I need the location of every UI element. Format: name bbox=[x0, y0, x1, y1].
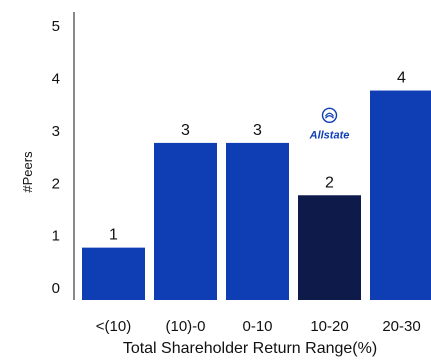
bar bbox=[82, 247, 145, 300]
y-tick-label: 4 bbox=[52, 71, 60, 88]
x-tick-label: 20-30 bbox=[382, 318, 420, 335]
bar-value-label: 1 bbox=[109, 227, 118, 244]
y-tick-label: 5 bbox=[52, 18, 60, 35]
x-tick-label: (10)-0 bbox=[165, 318, 205, 335]
allstate-hands-logo-icon bbox=[321, 107, 338, 123]
y-tick-label: 2 bbox=[52, 175, 60, 192]
y-tick-labels: 0 1 2 3 4 5 bbox=[52, 18, 60, 297]
y-tick-label: 1 bbox=[52, 228, 60, 245]
bars bbox=[82, 90, 431, 300]
x-tick-label: <(10) bbox=[96, 318, 131, 335]
highlight-label: Allstate bbox=[309, 129, 350, 141]
bar-value-label: 3 bbox=[253, 122, 262, 139]
x-tick-label: 0-10 bbox=[242, 318, 272, 335]
y-axis-label: #Peers bbox=[20, 151, 35, 193]
bar-highlighted bbox=[298, 195, 361, 300]
value-labels: 1 3 3 2 4 bbox=[109, 70, 406, 244]
highlight-marker: Allstate bbox=[309, 107, 350, 141]
x-tick-label: 10-20 bbox=[310, 318, 348, 335]
x-tick-labels: <(10) (10)-0 0-10 10-20 20-30 bbox=[96, 318, 421, 335]
bar-value-label: 4 bbox=[397, 70, 406, 87]
y-tick-label: 3 bbox=[52, 123, 60, 140]
bar bbox=[226, 142, 289, 300]
bar bbox=[154, 142, 217, 300]
bar-value-label: 3 bbox=[181, 122, 190, 139]
y-tick-label: 0 bbox=[52, 280, 60, 297]
bar-value-label: 2 bbox=[325, 174, 334, 191]
x-axis-label: Total Shareholder Return Range(%) bbox=[123, 340, 377, 357]
bar bbox=[370, 90, 431, 300]
